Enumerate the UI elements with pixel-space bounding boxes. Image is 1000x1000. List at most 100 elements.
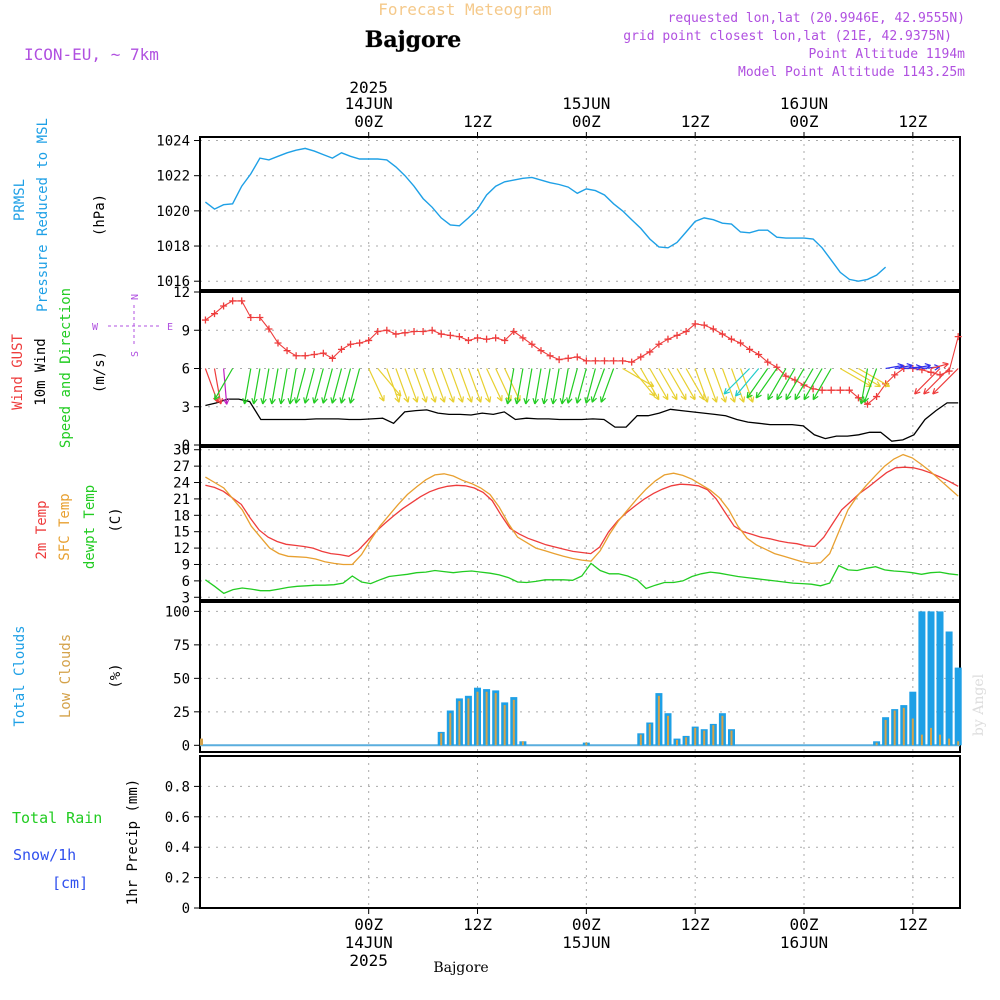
wind-direction-arrow [676,368,696,401]
wind-direction-arrow [368,368,385,402]
gust-marker [455,333,463,341]
wind-direction-arrow [734,368,760,397]
wind-direction-arrow [222,368,230,405]
location-title: Bajgore [365,27,461,53]
low-cloud-bar [667,715,669,746]
wind-direction-arrow [755,368,778,399]
low-cloud-bar [694,727,697,746]
low-cloud-bar [476,691,479,746]
top-z-label: 12Z [463,112,492,131]
y-tick-label: 0.8 [165,779,190,795]
model-label: ICON-EU, ~ 7km [24,45,159,64]
bottom-day-label: 15JUN [562,933,610,952]
top-day-label: 15JUN [562,94,610,113]
gust-marker [863,400,871,408]
panel-frame [199,601,961,753]
pressure-panel: 1016 1018 1020 1022 1024 [156,134,961,291]
watermark: by Angel [971,673,987,736]
dewpt-label: dewpt Temp [82,485,98,569]
wind-direction-arrow [923,368,950,395]
gust-marker [401,329,409,337]
gust-marker [727,335,735,343]
gust-marker [274,339,282,347]
wind-direction-arrow [294,368,306,404]
gust-marker [773,363,781,371]
gust-marker [374,328,382,336]
gust-marker [709,325,717,333]
gust-marker [265,325,273,333]
low-cloud-bar [730,730,733,746]
gust-marker [419,328,427,336]
wind-direction-arrow [785,368,805,401]
panel-frame [199,291,961,446]
bottom-z-label: 00Z [790,915,819,934]
speed-dir-label: Speed and Direction [58,288,74,448]
top-year-label: 2025 [349,78,388,97]
wind10-label: 10m Wind [33,338,49,405]
bottom-z-label: 12Z [898,915,927,934]
y-tick-label: 27 [173,459,190,475]
low-cloud-bar [902,707,905,746]
y-tick-label: 6 [182,362,190,378]
y-tick-label: 9 [182,557,190,573]
gust-marker [664,335,672,343]
sfc-temp-line [205,453,959,566]
low-cloud-bar [494,693,497,746]
low-cloud-bar [685,737,688,746]
wind-direction-arrow [260,368,270,405]
wind-direction-arrow [523,368,533,405]
gust-marker [619,357,627,365]
wind-direction-arrow [330,368,343,404]
gust-marker [573,353,581,361]
gust-marker [464,336,472,344]
gust-marker [528,340,536,348]
gust-marker [446,331,454,339]
y-tick-label: 0.2 [165,871,190,887]
low-cloud-bar [440,733,443,746]
gust-marker [292,352,300,360]
low-cloud-bar [676,739,678,746]
gust-marker [347,340,355,348]
gust-marker [383,326,391,334]
bottom-day-label: 16JUN [780,933,828,952]
wind-direction-arrow [723,368,751,395]
gust-marker [328,354,336,362]
y-tick-label: 1018 [156,239,190,255]
gust-marker [483,335,491,343]
panel-frame [199,755,961,909]
low-cloud-bar [911,718,914,746]
low-cloud-bar [884,719,887,746]
y-tick-label: 0 [182,438,190,454]
wind-direction-arrow [721,368,736,403]
gust-marker [845,386,853,394]
hpa-label: (hPa) [92,194,108,236]
wind-direction-arrow [566,368,578,404]
dewpt-line [205,562,959,595]
low-clouds-label: Low Clouds [58,634,74,718]
gust-marker [229,297,237,305]
y-tick-label: 0.4 [165,840,190,856]
prmsl-label: PRMSL [12,179,28,221]
gust-marker [356,339,364,347]
y-tick-label: 12 [173,285,190,301]
wind-direction-arrow [440,368,455,403]
wind-direction-arrow [703,368,718,403]
gust-marker [818,386,826,394]
gust-marker [428,326,436,334]
y-tick-label: 0 [182,901,190,917]
gust-marker [492,334,500,342]
low-cloud-bar [712,725,715,746]
wind-direction-arrow [449,368,464,403]
celsius-label: (C) [108,507,124,532]
pct-label: (%) [108,663,124,688]
wind-direction-arrow [575,368,587,404]
gust-marker [501,336,509,344]
wind-direction-arrow [776,368,796,401]
top-z-label: 00Z [572,112,601,131]
bottom-day-label: 14JUN [345,933,393,952]
wind-direction-arrow [584,368,596,404]
wind10-line [205,398,959,442]
